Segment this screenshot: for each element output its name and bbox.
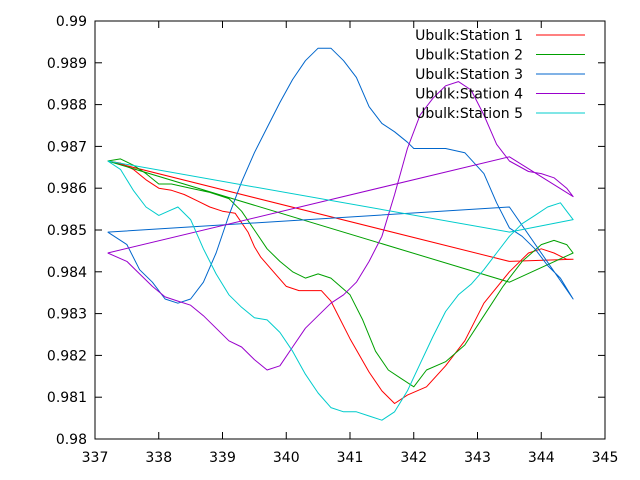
- x-tick-label: 340: [273, 450, 300, 466]
- y-tick-label: 0.981: [47, 390, 87, 406]
- y-tick-label: 0.985: [47, 223, 87, 239]
- y-tick-label: 0.983: [47, 307, 87, 323]
- x-tick-label: 343: [464, 450, 491, 466]
- legend-label-station-2: Ubulk:Station 2: [415, 48, 523, 64]
- y-tick-label: 0.984: [47, 265, 87, 281]
- plot-frame: [94, 20, 606, 440]
- legend-label-station-1: Ubulk:Station 1: [415, 28, 523, 44]
- x-tick-label: 338: [145, 450, 172, 466]
- x-tick-label: 341: [337, 450, 364, 466]
- x-tick-label: 344: [528, 450, 555, 466]
- y-tick-label: 0.982: [47, 348, 87, 364]
- y-tick-label: 0.988: [47, 98, 87, 114]
- legend-label-station-4: Ubulk:Station 4: [415, 87, 523, 103]
- y-tick-label: 0.99: [56, 14, 87, 30]
- series-line-station-4: [107, 81, 574, 371]
- series-line-station-3: [107, 47, 574, 304]
- axis-ticks: 337 338 339 340 341 342 343 344 345 0.98 0.981 0.98…: [47, 14, 618, 466]
- x-tick-label: 339: [209, 450, 236, 466]
- x-tick-label: 337: [82, 450, 109, 466]
- x-tick-label: 345: [592, 450, 619, 466]
- series-line-station-1: [107, 160, 574, 404]
- y-tick-label: 0.987: [47, 139, 87, 155]
- legend-label-station-3: Ubulk:Station 3: [415, 67, 523, 83]
- y-tick-label: 0.986: [47, 181, 87, 197]
- series-line-station-2: [107, 158, 574, 388]
- legend-label-station-5: Ubulk:Station 5: [415, 106, 523, 122]
- series-lines: [107, 47, 574, 421]
- x-tick-label: 342: [400, 450, 427, 466]
- series-line-station-5: [107, 160, 574, 421]
- legend: Ubulk:Station 1 Ubulk:Station 2 Ubulk:Stat…: [415, 28, 585, 122]
- y-tick-label: 0.989: [47, 56, 87, 72]
- y-tick-label: 0.98: [56, 432, 87, 448]
